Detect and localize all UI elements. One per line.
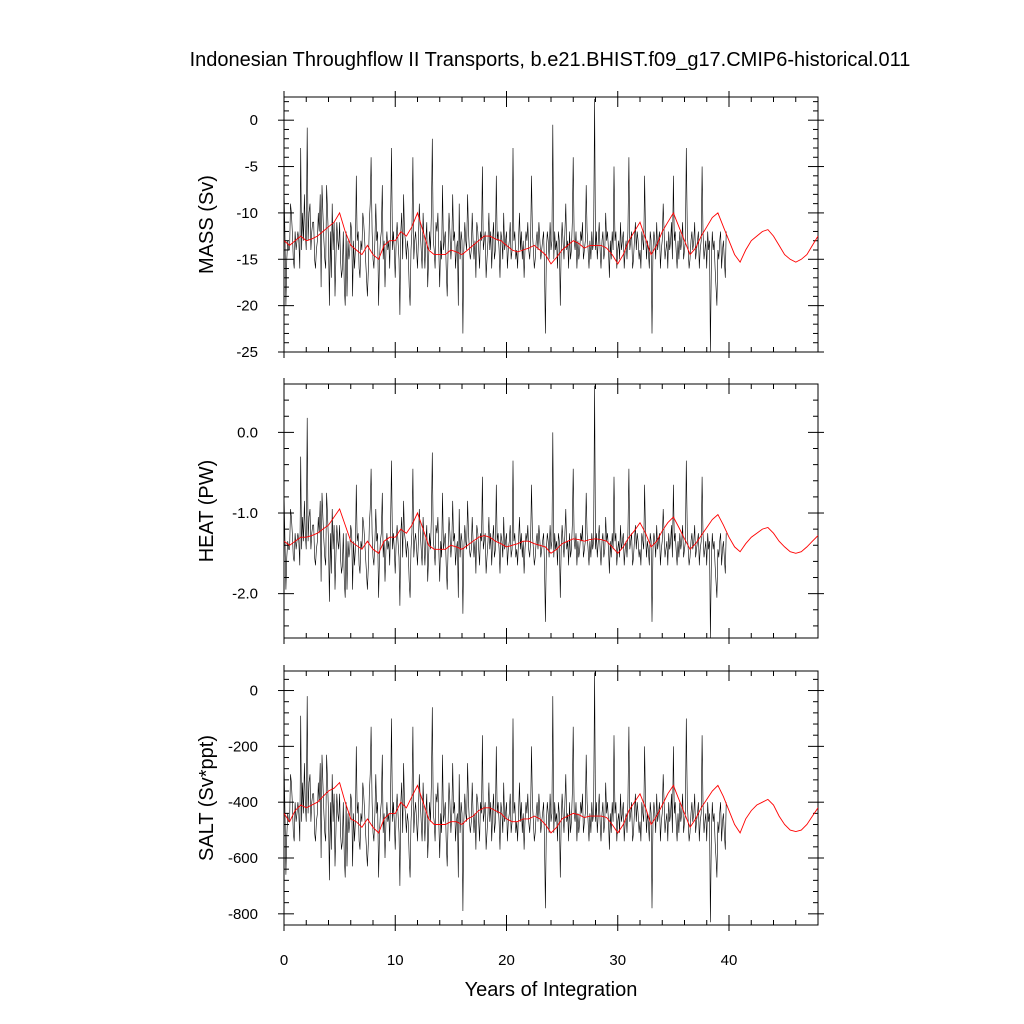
y-tick-label: -5 (245, 159, 258, 176)
x-tick-label: 0 (280, 952, 288, 969)
x-tick-label: 10 (387, 952, 404, 969)
panel-1: 0 -5 -10 -15 -20 -25 MASS (Sv) (196, 91, 824, 361)
y-tick-label: -10 (236, 205, 258, 222)
series-smoothed-line (284, 781, 818, 834)
series-raw-line (284, 672, 727, 923)
x-tick-label: 20 (498, 952, 515, 969)
y-tick-label: -600 (228, 850, 258, 867)
series-smoothed-line (284, 211, 818, 265)
y-tick-label: 0.0 (237, 424, 258, 441)
y-axis-label: SALT (Sv*ppt) (196, 735, 218, 861)
y-tick-label: 0 (250, 683, 258, 700)
x-tick-label: 30 (609, 952, 626, 969)
series-raw-line (284, 98, 727, 352)
panels: 0 -5 -10 -15 -20 -25 MASS (Sv) 0.0 -1.0 -2.0 HEAT … (196, 91, 824, 1001)
x-tick-label: 40 (721, 952, 738, 969)
x-axis-label: Years of Integration (465, 979, 638, 1001)
y-axis-label: MASS (Sv) (196, 175, 218, 274)
panel-3: 0 -200 -400 -600 -800 SALT (Sv*ppt) 0 10 20 30 40 Y… (196, 665, 824, 1001)
series-smoothed-line (284, 508, 818, 554)
y-tick-label: -20 (236, 298, 258, 315)
y-tick-label: -200 (228, 738, 258, 755)
y-tick-label: -400 (228, 794, 258, 811)
y-tick-label: -25 (236, 344, 258, 361)
y-tick-label: -2.0 (232, 586, 258, 603)
panel-2: 0.0 -1.0 -2.0 HEAT (PW) (196, 378, 824, 644)
y-axis-label: HEAT (PW) (196, 460, 218, 563)
y-tick-label: -800 (228, 906, 258, 923)
chart-title: Indonesian Throughflow II Transports, b.… (190, 49, 911, 71)
y-tick-label: -1.0 (232, 505, 258, 522)
y-tick-label: -15 (236, 251, 258, 268)
y-tick-label: 0 (250, 112, 258, 129)
series-raw-line (284, 385, 727, 638)
plot-frame (283, 383, 819, 639)
